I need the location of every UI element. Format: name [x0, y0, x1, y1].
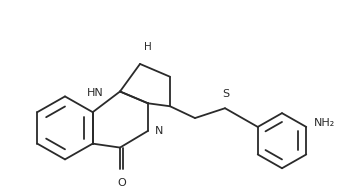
Text: NH₂: NH₂	[314, 118, 336, 128]
Text: O: O	[118, 178, 126, 188]
Text: S: S	[223, 89, 230, 99]
Text: HN: HN	[87, 89, 104, 98]
Text: N: N	[155, 126, 163, 136]
Text: H: H	[144, 42, 152, 52]
